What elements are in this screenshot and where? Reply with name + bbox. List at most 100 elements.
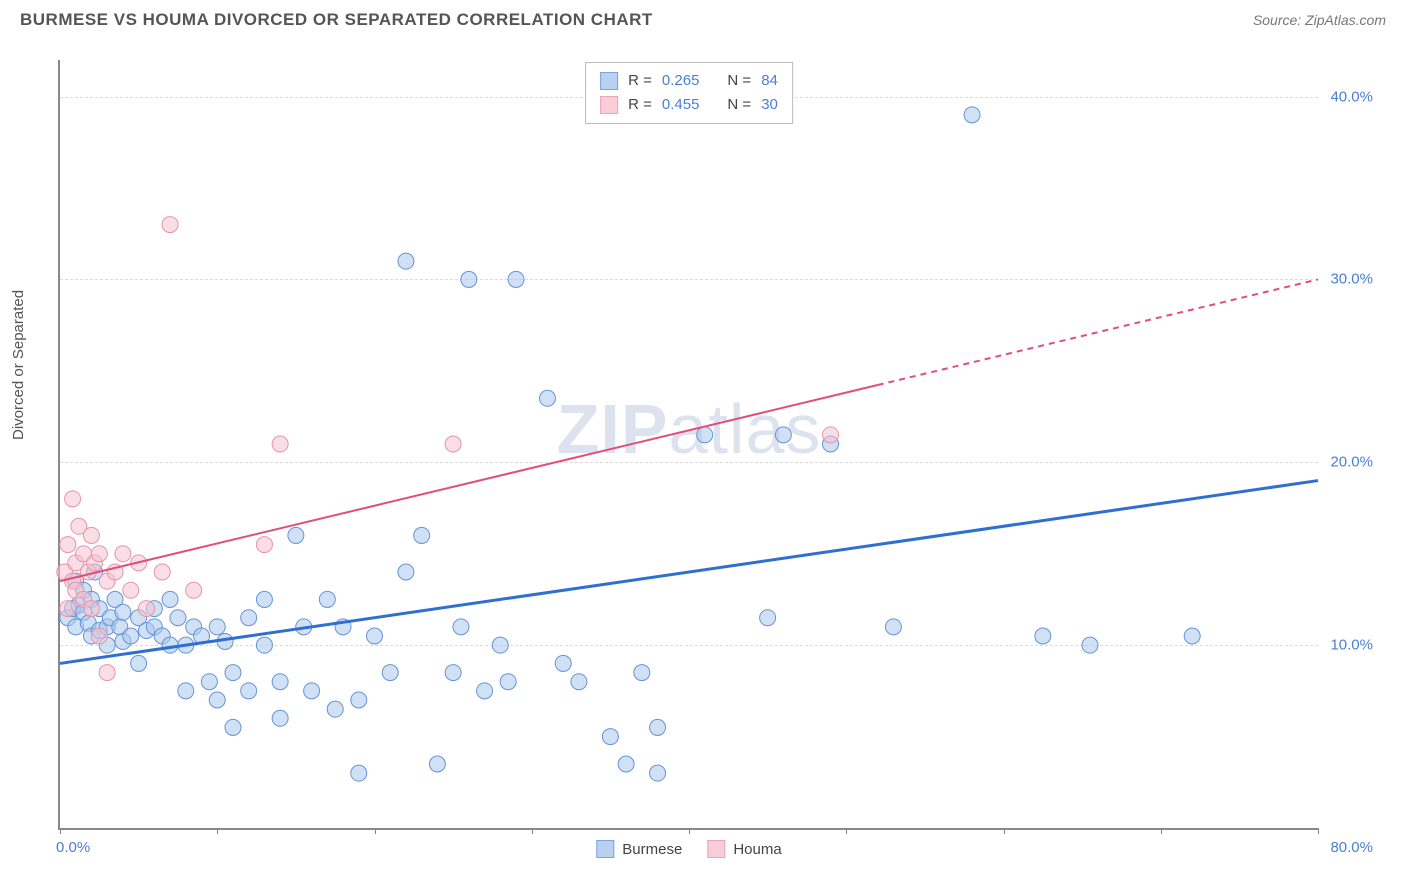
data-point (445, 436, 461, 452)
data-point (602, 729, 618, 745)
data-point (225, 665, 241, 681)
data-point (186, 582, 202, 598)
x-tick (60, 828, 61, 834)
data-point (508, 271, 524, 287)
data-point (256, 637, 272, 653)
data-point (60, 601, 76, 617)
data-point (91, 628, 107, 644)
y-tick-label: 20.0% (1330, 454, 1373, 471)
data-point (775, 427, 791, 443)
legend-row-burmese: R = 0.265 N = 84 (600, 69, 778, 93)
data-point (201, 674, 217, 690)
data-point (209, 619, 225, 635)
source-attribution: Source: ZipAtlas.com (1253, 12, 1386, 28)
y-tick-label: 40.0% (1330, 88, 1373, 105)
data-point (319, 591, 335, 607)
data-point (115, 546, 131, 562)
data-point (398, 253, 414, 269)
data-point (453, 619, 469, 635)
data-point (272, 674, 288, 690)
data-point (382, 665, 398, 681)
plot-area: ZIPatlas R = 0.265 N = 84 R = 0.455 N = … (58, 60, 1318, 830)
data-point (367, 628, 383, 644)
data-point (65, 491, 81, 507)
data-point (91, 546, 107, 562)
data-point (272, 710, 288, 726)
data-point (241, 683, 257, 699)
data-point (964, 107, 980, 123)
x-tick (217, 828, 218, 834)
data-point (162, 591, 178, 607)
data-point (571, 674, 587, 690)
data-point (131, 655, 147, 671)
data-point (138, 601, 154, 617)
data-point (83, 527, 99, 543)
y-tick-label: 10.0% (1330, 637, 1373, 654)
legend-item-houma: Houma (707, 840, 781, 858)
data-point (823, 427, 839, 443)
data-point (170, 610, 186, 626)
data-point (445, 665, 461, 681)
data-point (492, 637, 508, 653)
data-point (414, 527, 430, 543)
trend-line (60, 385, 878, 581)
data-point (634, 665, 650, 681)
x-tick (1161, 828, 1162, 834)
data-point (351, 692, 367, 708)
data-point (1035, 628, 1051, 644)
data-point (461, 271, 477, 287)
data-point (555, 655, 571, 671)
series-legend: Burmese Houma (596, 840, 781, 858)
swatch-burmese (600, 72, 618, 90)
data-point (60, 537, 76, 553)
data-point (885, 619, 901, 635)
swatch-houma (600, 96, 618, 114)
legend-item-burmese: Burmese (596, 840, 682, 858)
data-point (477, 683, 493, 699)
scatter-svg (60, 60, 1318, 828)
data-point (225, 719, 241, 735)
data-point (162, 217, 178, 233)
data-point (288, 527, 304, 543)
data-point (272, 436, 288, 452)
x-min-label: 0.0% (56, 839, 90, 856)
x-max-label: 80.0% (1330, 839, 1373, 856)
data-point (123, 582, 139, 598)
data-point (178, 683, 194, 699)
swatch-burmese (596, 840, 614, 858)
x-tick (1318, 828, 1319, 834)
correlation-legend: R = 0.265 N = 84 R = 0.455 N = 30 (585, 62, 793, 124)
data-point (618, 756, 634, 772)
data-point (256, 591, 272, 607)
chart-container: Divorced or Separated ZIPatlas R = 0.265… (20, 40, 1386, 860)
data-point (760, 610, 776, 626)
data-point (256, 537, 272, 553)
data-point (398, 564, 414, 580)
data-point (115, 604, 131, 620)
data-point (500, 674, 516, 690)
chart-title: BURMESE VS HOUMA DIVORCED OR SEPARATED C… (20, 10, 653, 30)
data-point (697, 427, 713, 443)
data-point (123, 628, 139, 644)
data-point (304, 683, 320, 699)
data-point (99, 665, 115, 681)
x-tick (1004, 828, 1005, 834)
y-tick-label: 30.0% (1330, 271, 1373, 288)
data-point (1184, 628, 1200, 644)
data-point (650, 719, 666, 735)
trend-line-dashed (878, 279, 1318, 385)
data-point (429, 756, 445, 772)
x-tick (689, 828, 690, 834)
data-point (154, 564, 170, 580)
data-point (539, 390, 555, 406)
data-point (1082, 637, 1098, 653)
swatch-houma (707, 840, 725, 858)
data-point (209, 692, 225, 708)
trend-line (60, 481, 1318, 664)
x-tick (375, 828, 376, 834)
data-point (351, 765, 367, 781)
y-axis-label: Divorced or Separated (10, 290, 27, 440)
data-point (327, 701, 343, 717)
data-point (650, 765, 666, 781)
x-tick (846, 828, 847, 834)
